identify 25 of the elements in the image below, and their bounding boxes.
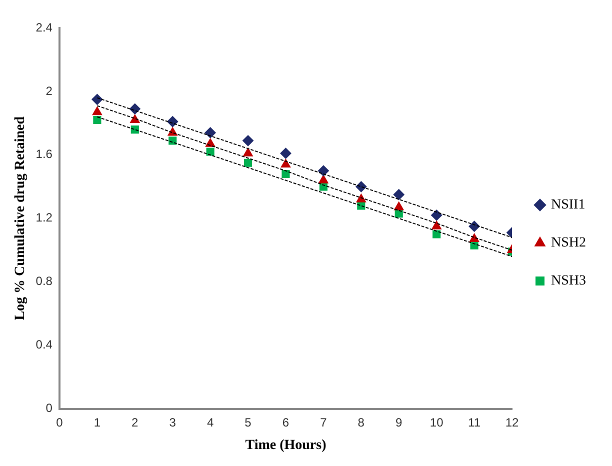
y-tick-label: 1.6 <box>36 147 53 162</box>
y-tick-label: 0 <box>46 401 53 416</box>
y-tick-label: 2.4 <box>36 20 53 34</box>
legend-label: NSH2 <box>550 236 586 251</box>
x-tick-label: 1 <box>94 415 101 430</box>
x-tick-label: 6 <box>282 415 290 430</box>
x-tick-label: 5 <box>244 415 252 430</box>
x-tick-label: 0 <box>56 415 64 430</box>
x-tick-label: 9 <box>396 415 403 430</box>
x-tick-label: 11 <box>468 415 481 430</box>
x-axis-title: Time (Hours) <box>245 438 327 454</box>
x-tick-label: 7 <box>320 415 328 430</box>
x-tick-label: 10 <box>430 415 444 430</box>
x-tick-label: 8 <box>358 415 365 430</box>
y-tick-label: 0.8 <box>36 274 53 288</box>
y-tick-label: 0.4 <box>36 338 53 352</box>
legend-label: NSH3 <box>550 274 586 289</box>
legend-label: NSII1 <box>550 198 586 213</box>
x-tick-label: 3 <box>169 415 176 430</box>
y-tick-label: 1.2 <box>36 210 53 225</box>
x-tick-label: 4 <box>206 415 214 430</box>
x-tick-label: 12 <box>505 415 519 430</box>
x-tick-label: 2 <box>132 415 139 430</box>
y-tick-label: 2 <box>46 84 53 98</box>
y-axis-title: Log % Cumulative drug Retained <box>13 116 28 320</box>
